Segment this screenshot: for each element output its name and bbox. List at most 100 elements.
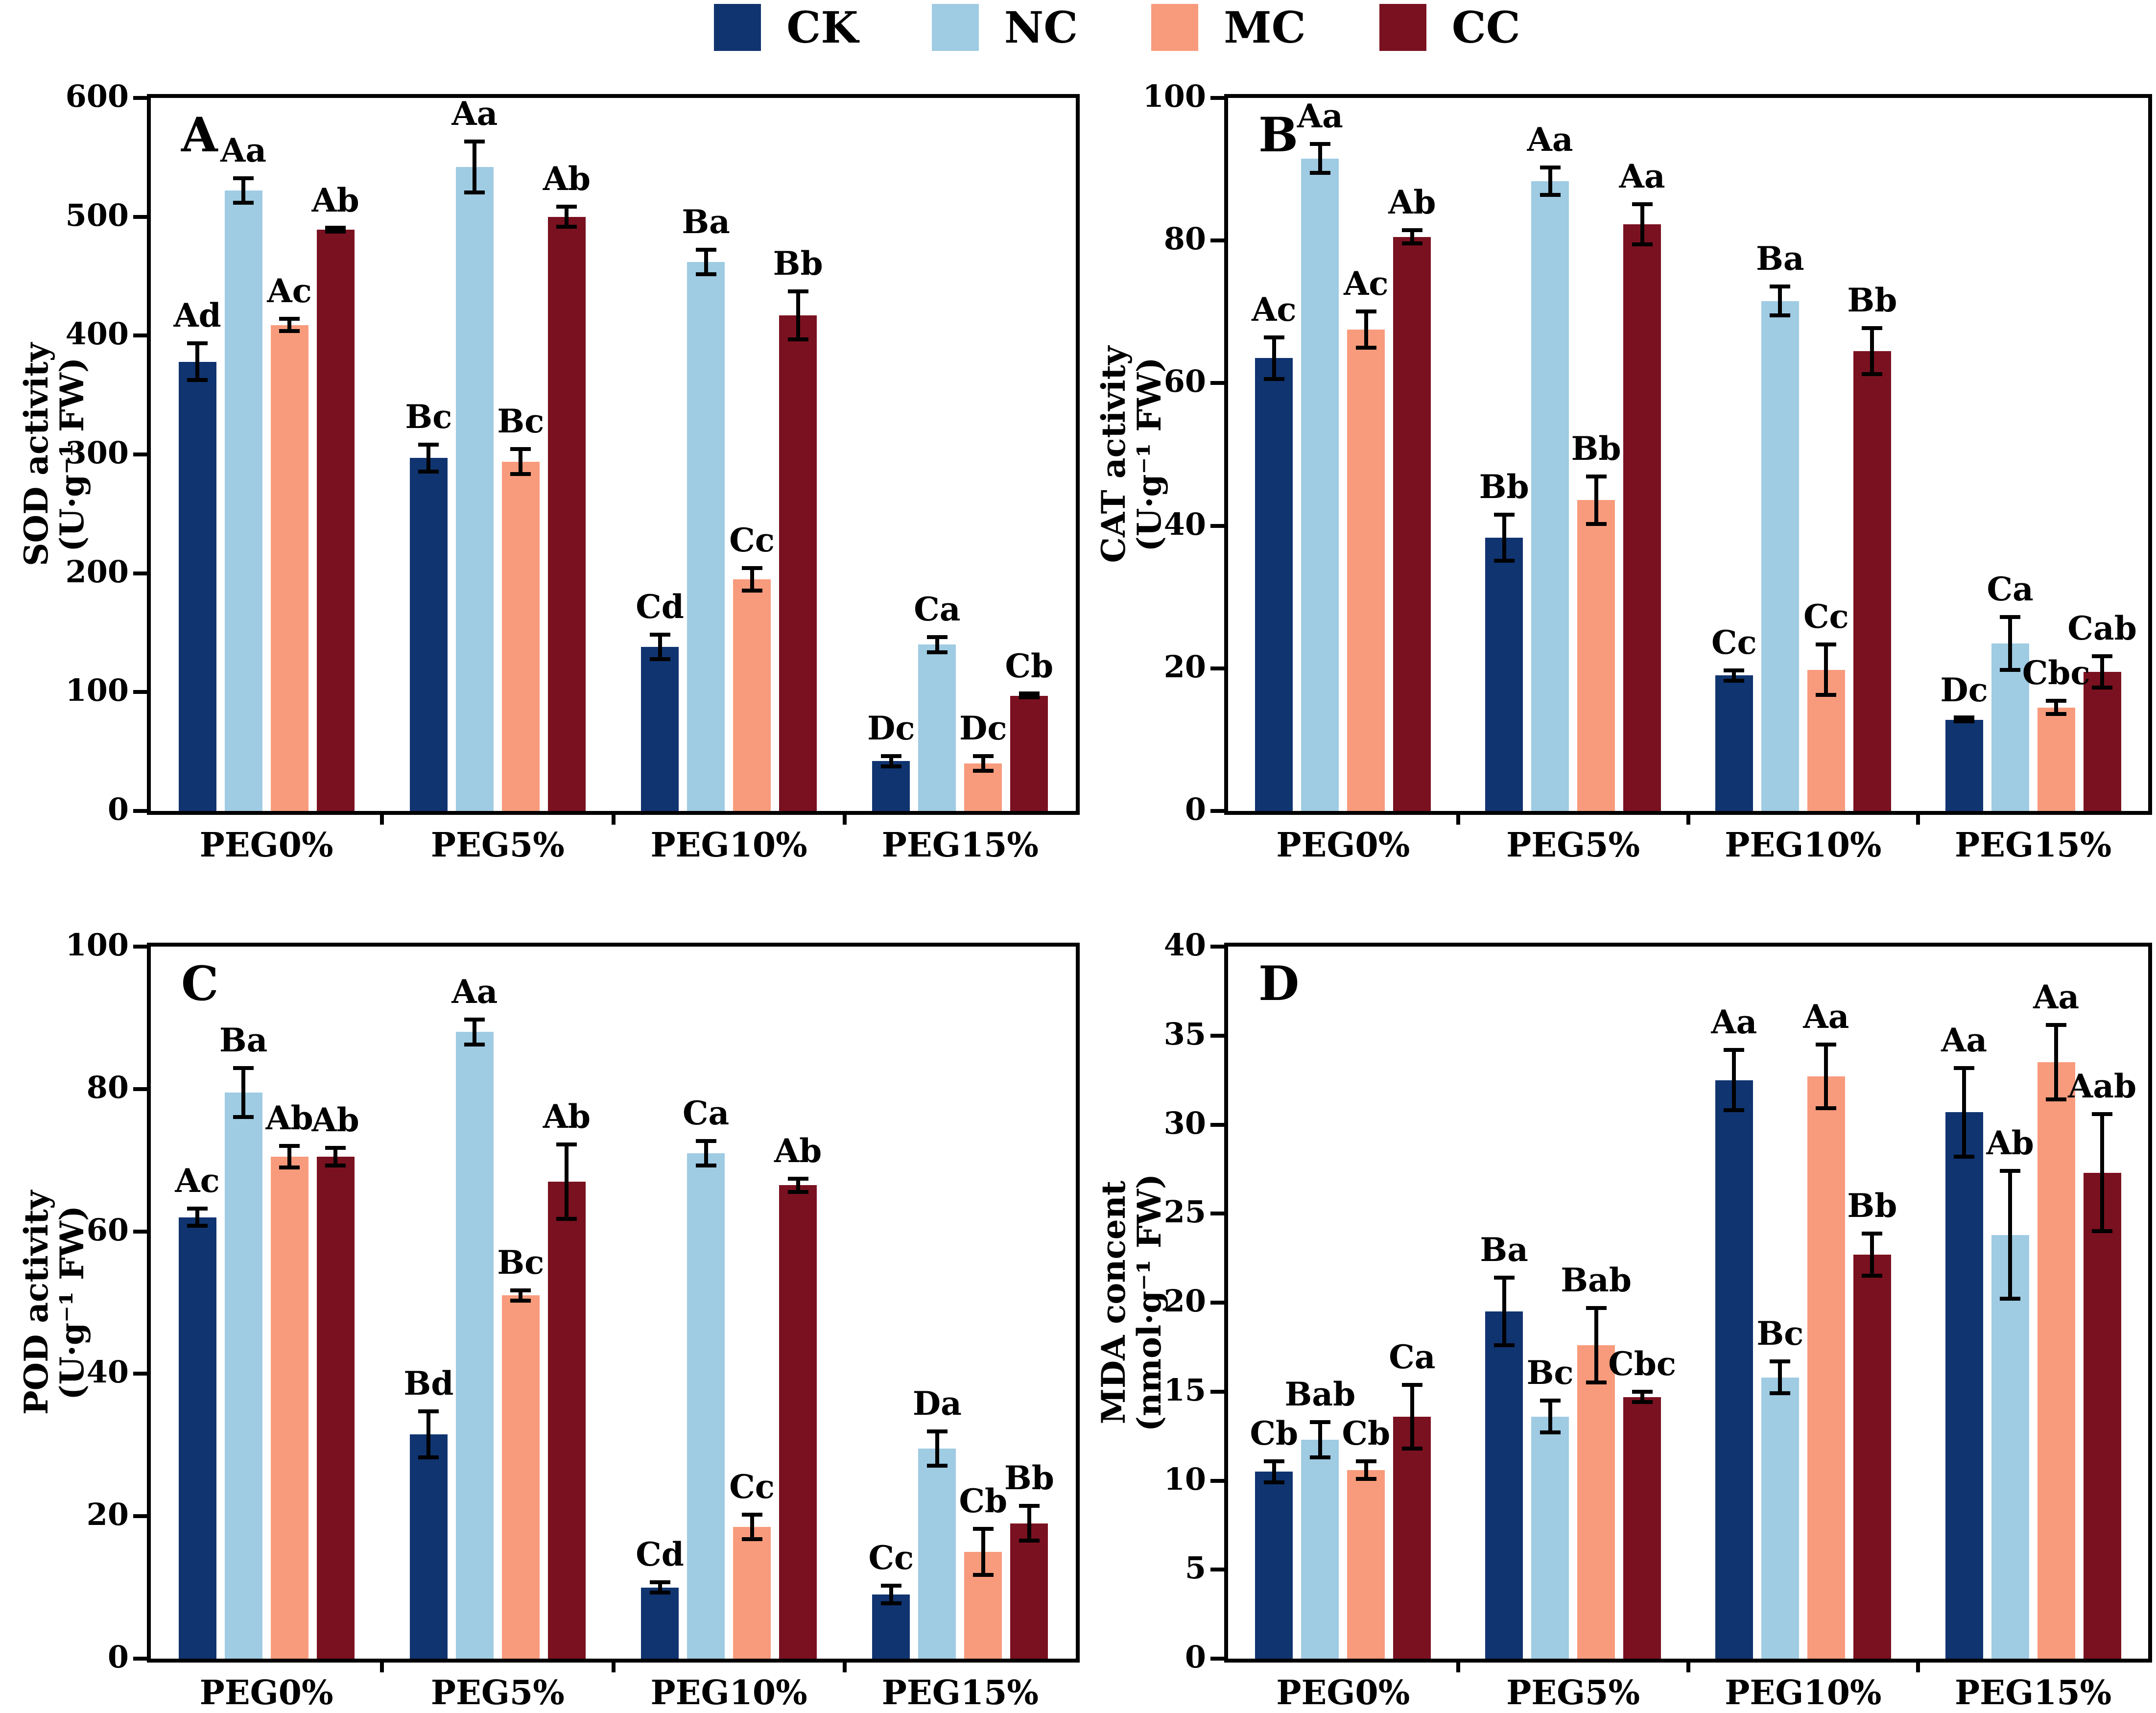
error-bar-NC-PEG0% xyxy=(233,176,254,205)
error-bar-NC-PEG10% xyxy=(695,1139,716,1167)
bar-NC-PEG0% xyxy=(1301,158,1339,811)
error-bar-NC-PEG5% xyxy=(1540,166,1561,197)
bar-CC-PEG10% xyxy=(779,315,817,811)
bar-slot-MC-PEG15%: Cb xyxy=(959,947,1007,1659)
bar-slot-CC-PEG15%: Aab xyxy=(2068,947,2136,1659)
bar-group-PEG5%: Ba Bc Bab Cbc xyxy=(1458,947,1688,1659)
legend: CK NC MC CC xyxy=(0,4,2156,51)
error-bar-CC-PEG5% xyxy=(1632,202,1653,246)
bar-slot-CK-PEG5%: Ba xyxy=(1480,947,1528,1659)
panel-letter: A xyxy=(181,107,218,163)
significance-label: Ab xyxy=(311,181,359,220)
bar-CK-PEG5% xyxy=(1485,1311,1523,1659)
bar-slot-NC-PEG15%: Da xyxy=(913,947,962,1659)
bar-slot-NC-PEG15%: Ab xyxy=(1986,947,2034,1659)
error-bar-CK-PEG10% xyxy=(649,633,670,662)
y-tick-label: 80 xyxy=(86,1069,129,1105)
y-tick-mark xyxy=(1210,809,1224,813)
error-bar-NC-PEG15% xyxy=(2000,1169,2021,1301)
y-tick-label: 10 xyxy=(1163,1461,1206,1497)
y-tick-label: 100 xyxy=(65,672,129,709)
significance-label: Cbc xyxy=(1608,1345,1677,1383)
bar-slot-CC-PEG5%: Ab xyxy=(543,947,591,1659)
bar-group-PEG10%: Cd Ba Cc Bb xyxy=(614,98,845,811)
bar-slot-CK-PEG15%: Dc xyxy=(1940,98,1988,811)
bar-CC-PEG15% xyxy=(1010,695,1048,811)
significance-label: Ab xyxy=(543,1097,591,1136)
error-bar-NC-PEG15% xyxy=(2000,615,2021,672)
bar-slot-CK-PEG0%: Cb xyxy=(1250,947,1298,1659)
bar-MC-PEG0% xyxy=(270,325,308,811)
bar-CK-PEG15% xyxy=(1945,719,1983,811)
x-category-label: PEG0% xyxy=(1276,826,1410,865)
significance-label: Bb xyxy=(1004,1459,1054,1498)
bar-slot-CK-PEG10%: Cd xyxy=(636,98,684,811)
error-bar-MC-PEG0% xyxy=(1355,309,1376,350)
bar-slot-CK-PEG5%: Bd xyxy=(403,947,453,1659)
x-category-label: PEG10% xyxy=(650,826,807,865)
x-tick-mark xyxy=(842,811,847,825)
bar-slot-NC-PEG0%: Aa xyxy=(1297,98,1343,811)
bar-slot-CC-PEG5%: Cbc xyxy=(1608,947,1676,1659)
significance-label: Aa xyxy=(1941,1021,1988,1059)
error-bar-NC-PEG10% xyxy=(1770,285,1791,318)
significance-label: Bc xyxy=(1526,1354,1574,1392)
error-bar-MC-PEG0% xyxy=(1355,1459,1376,1481)
error-bar-CK-PEG5% xyxy=(418,442,439,474)
significance-label: Cb xyxy=(1342,1414,1391,1452)
significance-label: Aa xyxy=(451,973,498,1011)
bar-slot-MC-PEG15%: Cbc xyxy=(2022,98,2090,811)
error-bar-CC-PEG5% xyxy=(1632,1390,1653,1404)
legend-item-label: CK xyxy=(786,2,858,53)
bar-CC-PEG5% xyxy=(547,216,586,811)
bar-slot-CC-PEG10%: Bb xyxy=(773,98,823,811)
bar-NC-PEG5% xyxy=(455,1032,494,1659)
significance-label: Bc xyxy=(497,1243,545,1282)
x-category-label: PEG0% xyxy=(199,826,333,865)
significance-label: Ba xyxy=(219,1021,268,1060)
error-bar-NC-PEG5% xyxy=(464,1018,485,1047)
bar-slot-NC-PEG0%: Ba xyxy=(219,947,267,1659)
y-tick-label: 100 xyxy=(65,927,129,963)
error-bar-MC-PEG10% xyxy=(1816,1043,1837,1111)
bar-slot-CK-PEG0%: Ac xyxy=(1252,98,1297,811)
error-bar-CC-PEG5% xyxy=(556,205,577,229)
bar-slot-NC-PEG0%: Aa xyxy=(220,98,266,811)
bar-slot-CC-PEG15%: Bb xyxy=(1004,947,1054,1659)
y-tick-label: 15 xyxy=(1163,1372,1206,1408)
bar-group-PEG0%: Ac Ba Ab Ab xyxy=(151,947,382,1659)
x-tick-mark xyxy=(1686,811,1690,825)
y-tick-mark xyxy=(1210,1212,1224,1216)
bar-slot-CK-PEG10%: Aa xyxy=(1711,947,1757,1659)
error-bar-MC-PEG5% xyxy=(1586,474,1607,526)
y-tick-mark xyxy=(1210,666,1224,670)
x-tick-mark xyxy=(380,811,384,825)
bar-NC-PEG0% xyxy=(1301,1439,1339,1659)
significance-label: Ab xyxy=(1986,1124,2034,1163)
bar-MC-PEG10% xyxy=(733,1527,771,1659)
y-tick-label: 0 xyxy=(107,791,129,827)
error-bar-CK-PEG15% xyxy=(880,1584,901,1605)
significance-label: Bb xyxy=(1571,429,1621,468)
y-tick-mark xyxy=(133,809,147,813)
bar-NC-PEG15% xyxy=(918,644,956,811)
bar-slot-CC-PEG0%: Ab xyxy=(311,98,359,811)
significance-label: Aa xyxy=(1297,97,1343,136)
bar-MC-PEG0% xyxy=(270,1156,308,1659)
y-tick-label: 20 xyxy=(86,1497,129,1533)
significance-label: Cc xyxy=(729,521,775,560)
error-bar-CC-PEG15% xyxy=(1019,1504,1040,1543)
x-tick-mark xyxy=(842,1659,847,1672)
panel-d-plot: D MDA concent (nmol·g⁻¹ FW) 0 5 10 15 20 25 30 35 4… xyxy=(1094,930,2152,1710)
bar-slot-NC-PEG10%: Ba xyxy=(1756,98,1804,811)
bar-CC-PEG0% xyxy=(316,1156,355,1659)
legend-item-CK: CK xyxy=(714,4,858,51)
error-bar-CK-PEG0% xyxy=(187,341,208,382)
significance-label: Cb xyxy=(1250,1414,1299,1452)
bar-CK-PEG10% xyxy=(641,1587,679,1659)
bar-group-PEG15%: Dc Ca Cbc Cab xyxy=(1918,98,2148,811)
error-bar-MC-PEG0% xyxy=(279,1143,300,1170)
bar-NC-PEG15% xyxy=(1991,1235,2029,1659)
x-tick-mark xyxy=(1686,1659,1690,1672)
bar-NC-PEG10% xyxy=(1761,1377,1799,1659)
